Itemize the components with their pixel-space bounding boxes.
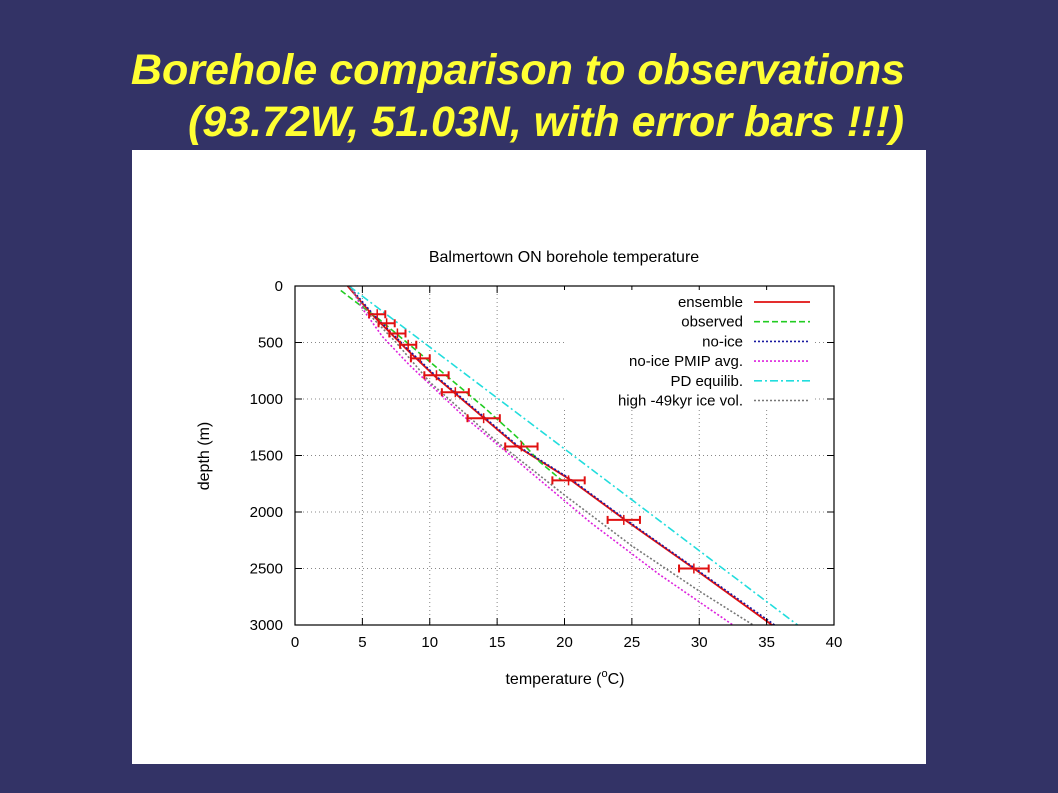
slide-title-line-1: Borehole comparison to observations bbox=[130, 46, 906, 94]
error-bar bbox=[388, 328, 407, 339]
y-tick-label: 0 bbox=[275, 278, 283, 295]
x-tick-label: 20 bbox=[556, 634, 573, 651]
error-bar bbox=[423, 370, 450, 381]
error-bars bbox=[368, 309, 710, 574]
slide-title: Borehole comparison to observations (93.… bbox=[0, 44, 1058, 149]
x-tick-label: 10 bbox=[421, 634, 438, 651]
x-tick-label: 30 bbox=[691, 634, 708, 651]
figure-panel: Balmertown ON borehole temperature 0 5 10 1… bbox=[132, 150, 926, 764]
y-tick-label: 3000 bbox=[250, 617, 283, 634]
x-tick-label: 15 bbox=[489, 634, 506, 651]
error-bar bbox=[440, 387, 470, 398]
error-bar bbox=[504, 441, 539, 452]
error-bar bbox=[466, 413, 501, 424]
legend-label: PD equilib. bbox=[670, 373, 743, 390]
legend-background bbox=[564, 290, 814, 410]
series-line-observed bbox=[340, 289, 563, 482]
legend-label: no-ice bbox=[702, 333, 743, 350]
x-axis-label-superscript: o bbox=[602, 668, 608, 680]
legend-label: high -49kyr ice vol. bbox=[618, 393, 743, 410]
chart-title: Balmertown ON borehole temperature bbox=[429, 249, 699, 266]
y-tick-label: 1500 bbox=[250, 448, 283, 465]
y-tick-label: 2000 bbox=[250, 504, 283, 521]
x-axis-label-suffix: C) bbox=[608, 671, 625, 688]
error-bar bbox=[409, 353, 431, 364]
legend: ensemble observed no-ice no-ice PMIP avg. PD… bbox=[564, 290, 814, 410]
error-bar bbox=[551, 475, 586, 486]
series-line-no-ice bbox=[348, 285, 776, 626]
y-tick-label: 2500 bbox=[250, 561, 283, 578]
x-tick-label: 5 bbox=[358, 634, 366, 651]
legend-label: observed bbox=[681, 314, 743, 331]
error-bar bbox=[368, 309, 387, 320]
x-axis-label-prefix: temperature ( bbox=[505, 671, 602, 688]
x-axis-label: temperature (oC) bbox=[505, 668, 624, 688]
series-line-high-49kyr-ice-vol- bbox=[348, 285, 754, 626]
series-line-pd-equilib- bbox=[348, 285, 799, 626]
x-tick-label: 35 bbox=[758, 634, 775, 651]
legend-label: no-ice PMIP avg. bbox=[629, 353, 743, 370]
y-tick-label: 1000 bbox=[250, 391, 283, 408]
legend-label: ensemble bbox=[678, 294, 743, 311]
x-tick-label: 25 bbox=[624, 634, 641, 651]
y-tick-label: 500 bbox=[258, 335, 283, 352]
x-tick-label: 0 bbox=[291, 634, 299, 651]
error-bar bbox=[399, 339, 418, 350]
error-bar bbox=[678, 563, 710, 574]
x-tick-label: 40 bbox=[826, 634, 843, 651]
error-bar bbox=[606, 514, 641, 525]
error-bar bbox=[377, 318, 396, 329]
borehole-temperature-chart: Balmertown ON borehole temperature 0 5 10 1… bbox=[196, 249, 843, 688]
slide-title-line-2: (93.72W, 51.03N, with error bars !!!) bbox=[187, 98, 905, 147]
y-axis-label: depth (m) bbox=[196, 422, 213, 490]
axes: 0 5 10 15 20 25 30 35 40 0 500 1000 1500 2000 2500 3000 bbox=[250, 278, 843, 651]
